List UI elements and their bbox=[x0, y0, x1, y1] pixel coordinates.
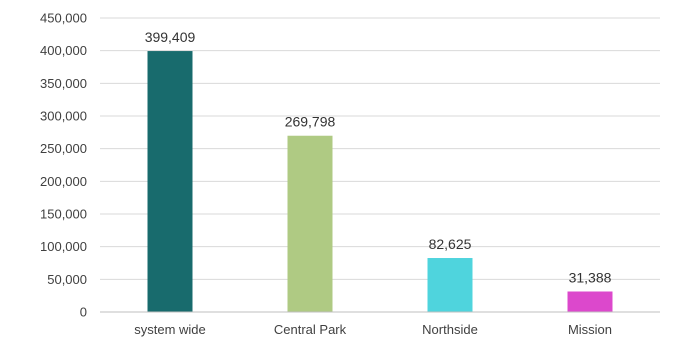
y-tick-label: 0 bbox=[80, 305, 87, 320]
bar-value-label: 399,409 bbox=[145, 29, 196, 45]
y-tick-label: 250,000 bbox=[40, 141, 87, 156]
y-tick-label: 300,000 bbox=[40, 109, 87, 124]
y-tick-label: 50,000 bbox=[47, 272, 87, 287]
bar bbox=[147, 51, 193, 312]
bar bbox=[567, 291, 613, 312]
bar bbox=[287, 135, 333, 312]
y-axis-ticks: 0 50,000 100,000 150,000 200,000 250,000 300,0… bbox=[40, 11, 87, 320]
bars bbox=[147, 51, 613, 312]
category-label: Mission bbox=[568, 322, 612, 337]
y-tick-label: 150,000 bbox=[40, 207, 87, 222]
y-tick-label: 100,000 bbox=[40, 239, 87, 254]
y-tick-label: 350,000 bbox=[40, 76, 87, 91]
gridlines bbox=[100, 17, 660, 280]
y-tick-label: 450,000 bbox=[40, 11, 87, 26]
y-tick-label: 400,000 bbox=[40, 43, 87, 58]
bar-value-label: 31,388 bbox=[569, 269, 612, 285]
y-tick-label: 200,000 bbox=[40, 174, 87, 189]
bar-value-label: 269,798 bbox=[285, 114, 336, 130]
bar-value-label: 82,625 bbox=[429, 236, 472, 252]
category-label: Central Park bbox=[274, 322, 347, 337]
category-label: Northside bbox=[422, 322, 478, 337]
bar bbox=[427, 258, 473, 312]
category-label: system wide bbox=[134, 322, 206, 337]
data-labels: 399,409 269,798 82,625 31,388 bbox=[145, 29, 612, 285]
x-axis-labels: system wide Central Park Northside Mission bbox=[134, 322, 612, 337]
